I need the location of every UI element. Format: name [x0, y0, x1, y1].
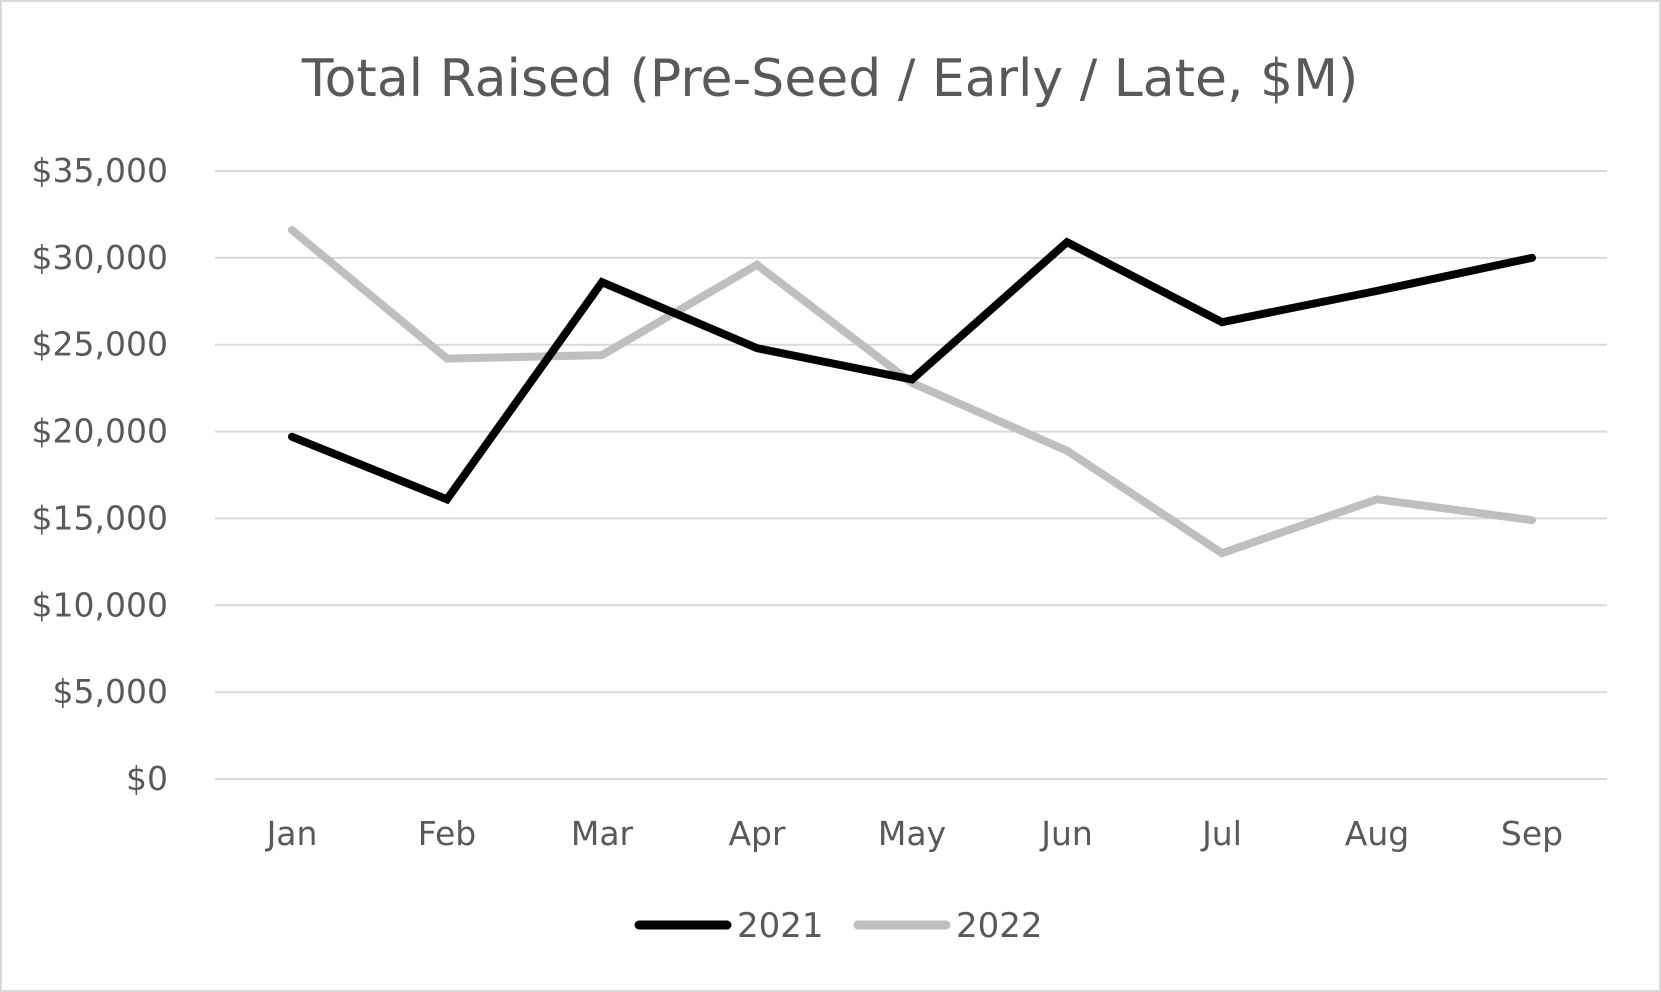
x-tick-label: Jun — [1039, 814, 1093, 853]
y-tick-label: $20,000 — [32, 412, 168, 451]
x-tick-label: Apr — [728, 814, 786, 853]
legend: 2021 2022 — [634, 906, 1043, 946]
legend-label-2021: 2021 — [737, 906, 824, 946]
chart-title: Total Raised (Pre-Seed / Early / Late, $… — [301, 49, 1359, 109]
x-tick-label: Feb — [418, 814, 476, 853]
y-tick-label: $35,000 — [32, 151, 168, 190]
series-line-2021 — [288, 237, 1536, 505]
x-tick-label: Mar — [571, 814, 634, 853]
legend-label-2022: 2022 — [956, 906, 1043, 946]
x-tick-label: Jan — [265, 814, 318, 853]
x-axis-tick-labels: Jan Feb Mar Apr May Jun Jul Aug Sep — [265, 814, 1564, 853]
x-tick-label: May — [878, 814, 946, 853]
y-tick-label: $0 — [126, 759, 168, 798]
x-tick-label: Sep — [1501, 814, 1563, 853]
gridlines — [215, 170, 1607, 780]
y-tick-label: $30,000 — [32, 238, 168, 277]
x-tick-label: Aug — [1345, 814, 1409, 853]
series-lines — [288, 226, 1536, 558]
y-axis-tick-labels: $0 $5,000 $10,000 $15,000 $20,000 $25,000 $30,… — [32, 151, 168, 798]
x-tick-label: Jul — [1200, 814, 1242, 853]
y-tick-label: $25,000 — [32, 325, 168, 364]
y-tick-label: $5,000 — [53, 672, 168, 711]
y-tick-label: $10,000 — [32, 585, 168, 624]
y-tick-label: $15,000 — [32, 498, 168, 537]
series-line-2022 — [288, 226, 1536, 558]
